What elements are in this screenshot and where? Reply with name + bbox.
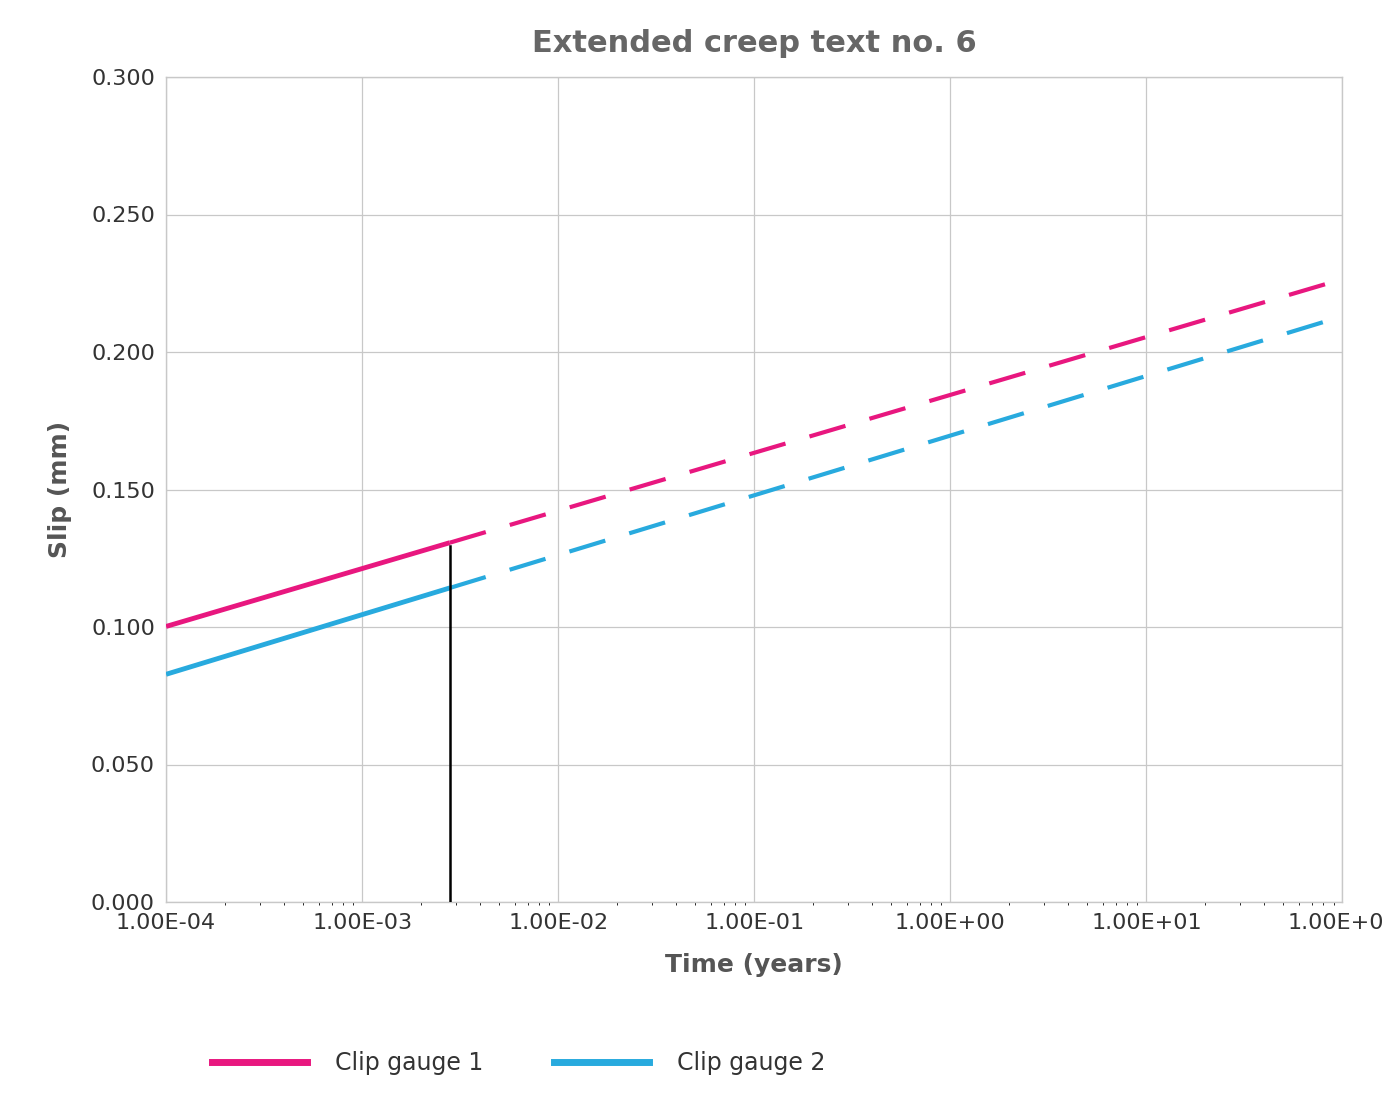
- Legend: Clip gauge 1, Clip gauge 2: Clip gauge 1, Clip gauge 2: [203, 1042, 835, 1085]
- Y-axis label: Slip (mm): Slip (mm): [47, 421, 72, 558]
- X-axis label: Time (years): Time (years): [666, 953, 843, 977]
- Title: Extended creep text no. 6: Extended creep text no. 6: [531, 29, 977, 58]
